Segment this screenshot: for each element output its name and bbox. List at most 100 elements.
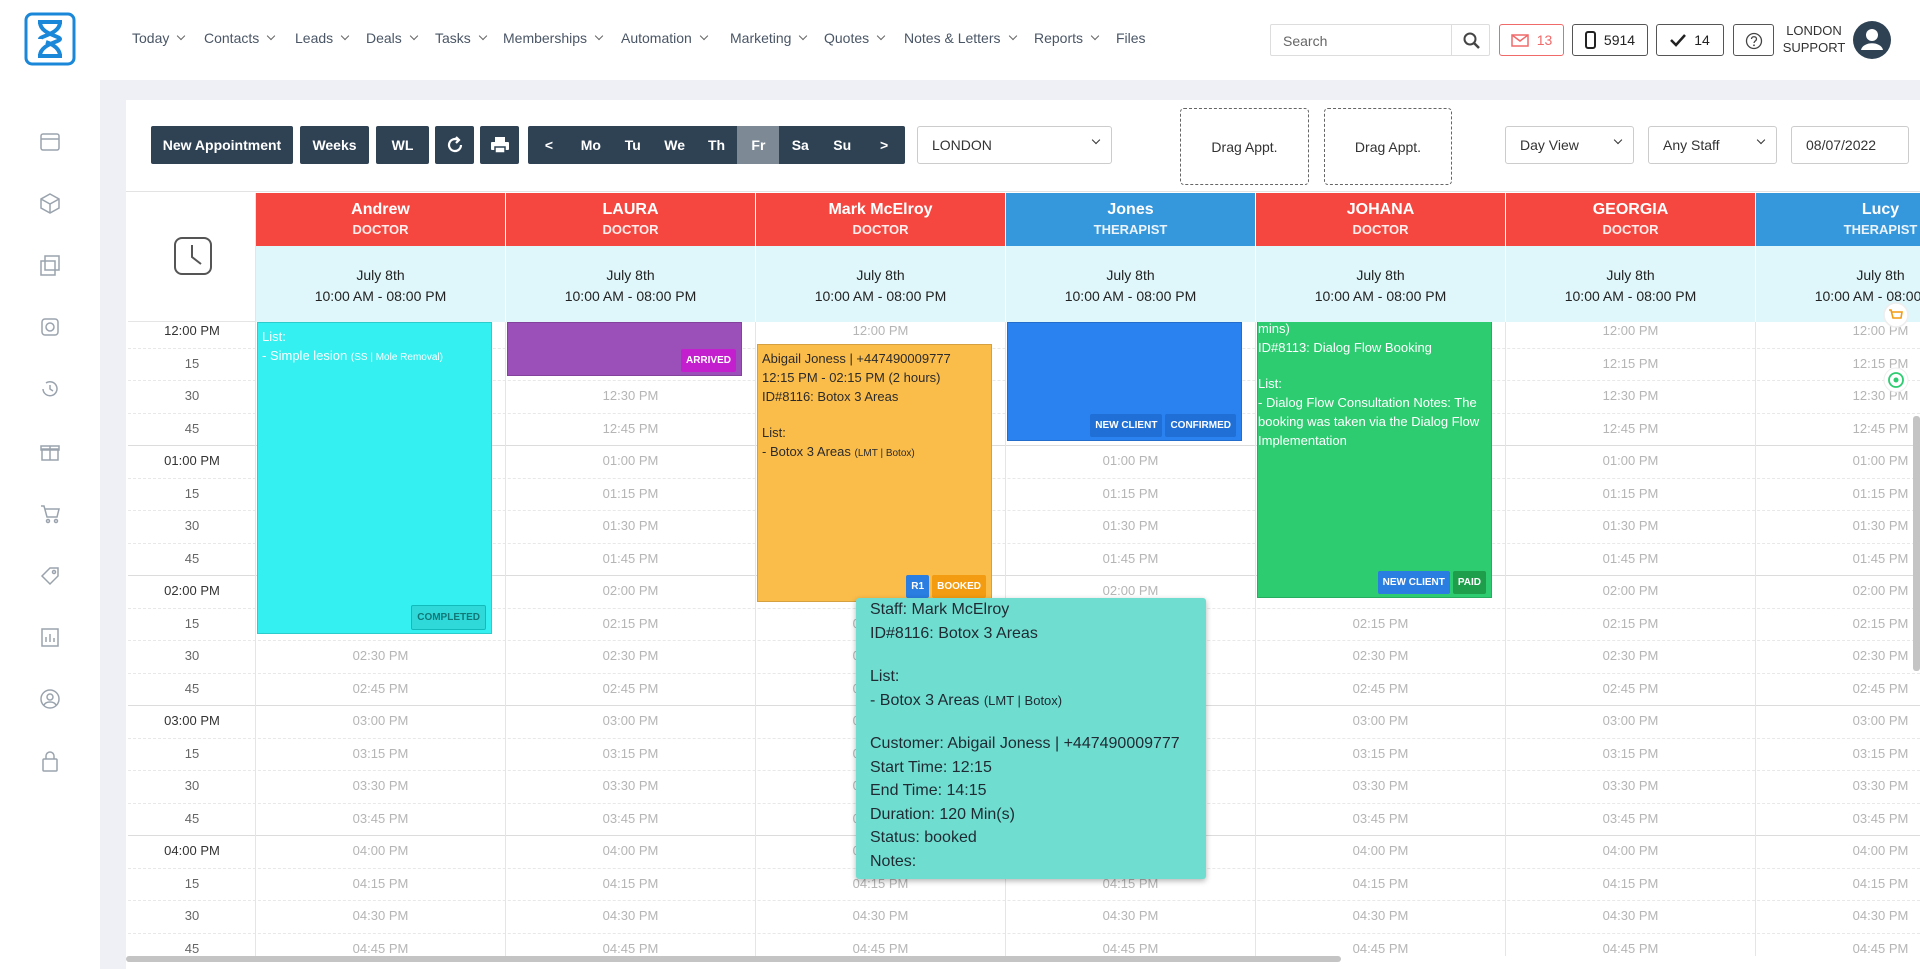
slot-label[interactable]: 04:45 PM xyxy=(352,940,409,956)
slot-label[interactable]: 02:15 PM xyxy=(1352,615,1409,631)
slot-label[interactable]: 01:30 PM xyxy=(1852,518,1909,533)
slot-label[interactable]: 04:30 PM xyxy=(1352,908,1409,923)
slot-label[interactable]: 02:00 PM xyxy=(1602,583,1659,598)
chat-button[interactable] xyxy=(1883,367,1909,393)
staff-header[interactable]: Mark McElroy DOCTOR xyxy=(756,193,1005,246)
slot-label[interactable]: 01:30 PM xyxy=(602,518,659,533)
slot-label[interactable]: 03:15 PM xyxy=(1602,745,1659,761)
slot-label[interactable]: 01:45 PM xyxy=(602,550,659,566)
slot-label[interactable]: 03:15 PM xyxy=(1852,745,1909,761)
nav-item[interactable]: Tasks xyxy=(435,30,488,46)
slot-label[interactable]: 01:00 PM xyxy=(1602,453,1659,468)
slot-label[interactable]: 03:00 PM xyxy=(1602,713,1659,728)
sidebar-icon[interactable] xyxy=(39,688,61,710)
task-badge[interactable]: 14 xyxy=(1656,24,1724,56)
slot-label[interactable]: 01:45 PM xyxy=(1602,550,1659,566)
slot-label[interactable]: 03:45 PM xyxy=(352,810,409,826)
slot-label[interactable]: 03:15 PM xyxy=(1352,745,1409,761)
help-button[interactable] xyxy=(1733,24,1774,56)
slot-label[interactable]: 12:30 PM xyxy=(602,388,659,403)
slot-label[interactable]: 04:15 PM xyxy=(852,875,909,891)
slot-label[interactable]: 02:45 PM xyxy=(1852,680,1909,696)
slot-label[interactable]: 03:30 PM xyxy=(602,778,659,793)
drag-slot[interactable]: Drag Appt. xyxy=(1180,108,1309,185)
sidebar-icon[interactable] xyxy=(39,192,61,214)
slot-label[interactable]: 04:45 PM xyxy=(1102,940,1159,956)
slot-label[interactable]: 01:15 PM xyxy=(1852,485,1909,501)
slot-label[interactable]: 04:30 PM xyxy=(1102,908,1159,923)
slot-label[interactable]: 04:15 PM xyxy=(1602,875,1659,891)
slot-label[interactable]: 03:30 PM xyxy=(1602,778,1659,793)
slot-label[interactable]: 01:30 PM xyxy=(1102,518,1159,533)
avatar[interactable] xyxy=(1852,20,1892,60)
appointment[interactable]: ARRIVED xyxy=(507,322,742,376)
slot-label[interactable]: 03:45 PM xyxy=(1852,810,1909,826)
staff-header[interactable]: LAURA DOCTOR xyxy=(506,193,755,246)
sidebar-icon[interactable] xyxy=(39,254,61,276)
phone-badge[interactable]: 5914 xyxy=(1572,24,1648,56)
vertical-scrollbar[interactable] xyxy=(1913,416,1920,671)
day-button[interactable]: Su xyxy=(833,137,852,153)
nav-item[interactable]: Memberships xyxy=(503,30,604,46)
day-button[interactable]: > xyxy=(879,137,889,153)
nav-item[interactable]: Reports xyxy=(1034,30,1100,46)
nav-item[interactable]: Quotes xyxy=(824,30,886,46)
slot-label[interactable]: 02:30 PM xyxy=(352,648,409,663)
slot-label[interactable]: 02:15 PM xyxy=(602,615,659,631)
staff-header[interactable]: Andrew DOCTOR xyxy=(256,193,505,246)
slot-label[interactable]: 01:15 PM xyxy=(1102,485,1159,501)
slot-label[interactable]: 03:30 PM xyxy=(1352,778,1409,793)
slot-label[interactable]: 04:15 PM xyxy=(352,875,409,891)
slot-label[interactable]: 04:45 PM xyxy=(852,940,909,956)
day-button[interactable]: < xyxy=(544,137,554,153)
sidebar-icon[interactable] xyxy=(39,316,61,338)
slot-label[interactable]: 12:45 PM xyxy=(1602,420,1659,436)
slot-label[interactable]: 02:00 PM xyxy=(1852,583,1909,598)
slot-label[interactable]: 01:00 PM xyxy=(602,453,659,468)
slot-label[interactable]: 04:00 PM xyxy=(1352,843,1409,858)
staff-header[interactable]: GEORGIA DOCTOR xyxy=(1506,193,1755,246)
slot-label[interactable]: 02:30 PM xyxy=(1852,648,1909,663)
slot-label[interactable]: 04:45 PM xyxy=(602,940,659,956)
slot-label[interactable]: 04:45 PM xyxy=(1852,940,1909,956)
drag-slot[interactable]: Drag Appt. xyxy=(1324,108,1452,185)
logo[interactable] xyxy=(24,12,76,66)
sidebar-icon[interactable] xyxy=(39,378,61,400)
slot-label[interactable]: 03:00 PM xyxy=(1352,713,1409,728)
appointment[interactable]: mins) ID#8113: Dialog Flow Booking List: - … xyxy=(1257,322,1492,598)
slot-label[interactable]: 02:45 PM xyxy=(1352,680,1409,696)
slot-label[interactable]: 04:15 PM xyxy=(1352,875,1409,891)
cart-button[interactable] xyxy=(1883,302,1909,328)
slot-label[interactable]: 03:45 PM xyxy=(602,810,659,826)
nav-item[interactable]: Today xyxy=(132,30,186,46)
slot-label[interactable]: 02:30 PM xyxy=(1352,648,1409,663)
refresh-button[interactable] xyxy=(435,126,474,164)
sidebar-icon[interactable] xyxy=(39,626,61,648)
nav-item[interactable]: Leads xyxy=(295,30,350,46)
day-button[interactable]: Fr xyxy=(737,126,780,164)
slot-label[interactable]: 12:15 PM xyxy=(1602,355,1659,371)
slot-label[interactable]: 01:45 PM xyxy=(1852,550,1909,566)
slot-label[interactable]: 12:00 PM xyxy=(1602,323,1659,338)
appointment[interactable]: NEW CLIENT CONFIRMED xyxy=(1007,322,1242,441)
slot-label[interactable]: 01:30 PM xyxy=(1602,518,1659,533)
slot-label[interactable]: 01:15 PM xyxy=(602,485,659,501)
slot-label[interactable]: 04:30 PM xyxy=(602,908,659,923)
staff-header[interactable]: Jones THERAPIST xyxy=(1006,193,1255,246)
slot-label[interactable]: 03:15 PM xyxy=(602,745,659,761)
slot-label[interactable]: 04:30 PM xyxy=(852,908,909,923)
slot-label[interactable]: 03:00 PM xyxy=(1852,713,1909,728)
nav-item[interactable]: Automation xyxy=(621,30,709,46)
slot-label[interactable]: 12:00 PM xyxy=(852,323,909,338)
slot-label[interactable]: 04:30 PM xyxy=(1852,908,1909,923)
day-button[interactable]: We xyxy=(664,137,685,153)
filter-select[interactable]: Day View xyxy=(1505,126,1634,164)
date-input[interactable]: 08/07/2022 xyxy=(1791,126,1909,164)
slot-label[interactable]: 01:00 PM xyxy=(1852,453,1909,468)
sidebar-icon[interactable] xyxy=(39,440,61,462)
day-button[interactable]: Mo xyxy=(580,137,601,153)
slot-label[interactable]: 12:15 PM xyxy=(1852,355,1909,371)
nav-item[interactable]: Marketing xyxy=(730,30,808,46)
slot-label[interactable]: 02:30 PM xyxy=(1602,648,1659,663)
day-button[interactable]: Sa xyxy=(791,137,809,153)
